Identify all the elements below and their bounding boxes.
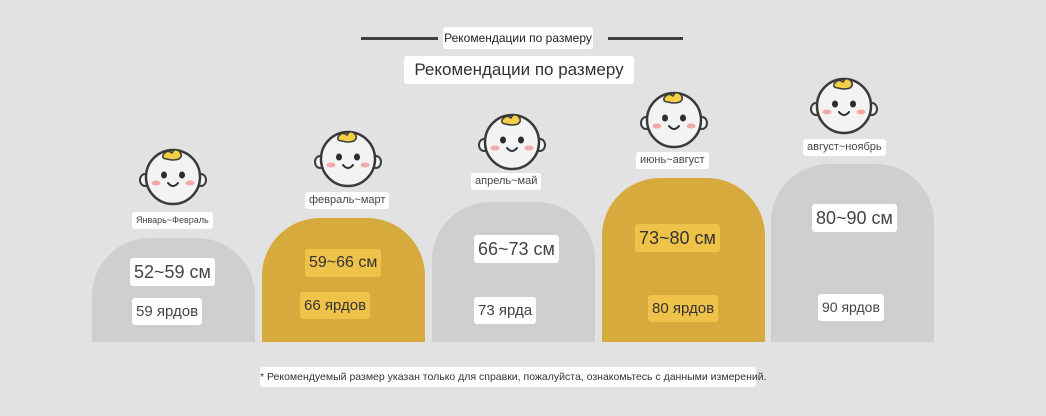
height-range-label: 80~90 см [812,204,897,232]
section-title: Рекомендации по размеру [404,56,634,84]
baby-face-icon [314,130,382,188]
yards-label: 59 ярдов [132,298,203,325]
size-card-2 [262,218,425,342]
yards-label: 66 ярдов [300,292,371,319]
baby-face-icon [810,77,878,135]
yards-label: 90 ярдов [818,294,884,321]
baby-face-icon [139,148,207,206]
height-range-label: 66~73 см [474,235,559,263]
title-divider-right [608,37,683,40]
month-range-label: Январь~Февраль [132,212,213,229]
height-range-label: 73~80 см [635,224,720,252]
month-range-label: апрель~май [471,173,542,190]
height-range-label: 59~66 см [305,249,382,277]
month-range-label: август~ноябрь [803,139,886,156]
baby-face-icon [640,91,708,149]
disclaimer-note: * Рекомендуемый размер указан только для… [260,367,767,387]
section-title-small: Рекомендации по размеру [443,27,593,49]
yards-label: 80 ярдов [648,295,719,322]
month-range-label: июнь~август [636,152,709,169]
month-range-label: февраль~март [305,192,390,209]
title-divider-left [361,37,438,40]
height-range-label: 52~59 см [130,258,215,286]
baby-face-icon [478,113,546,171]
yards-label: 73 ярда [474,297,537,324]
size-card-1 [92,238,255,342]
